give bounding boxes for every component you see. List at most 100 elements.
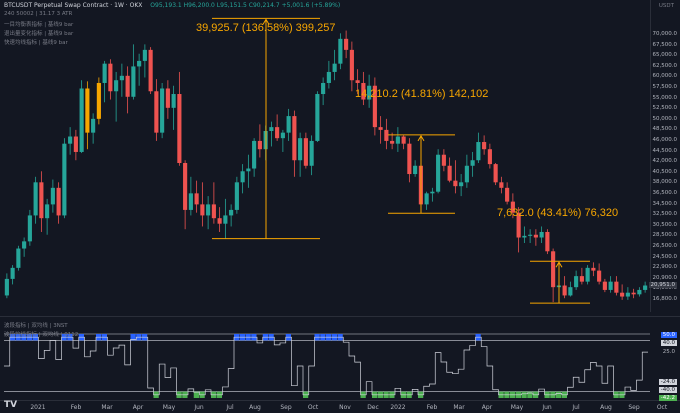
candle-body (85, 88, 90, 133)
candle-body (395, 136, 400, 144)
candle-body (528, 234, 533, 236)
candle-body (510, 201, 515, 213)
osc-level-neg40: -40.0 (658, 387, 677, 393)
time-axis-label: Aug (600, 404, 612, 411)
oscillator-line (4, 336, 648, 396)
price-axis-label: 46,000.0 (652, 137, 678, 143)
osc-overbought-bar (130, 334, 136, 341)
measure-arrow-head (555, 261, 563, 268)
candle-body (413, 165, 418, 175)
osc-level-40: 40.0 (660, 340, 677, 346)
time-axis-label: Jul (226, 404, 234, 411)
candle-body (361, 82, 366, 100)
candle-body (430, 191, 435, 194)
candle-body (401, 136, 406, 144)
candle-body (171, 94, 176, 108)
grid (0, 316, 680, 401)
candle-body (459, 182, 464, 187)
measure-arrow-head (262, 18, 270, 25)
candle-body (79, 88, 84, 152)
candle-body (585, 267, 590, 282)
candle-body (183, 163, 188, 210)
price-axis-label: 18,000.0 (652, 285, 678, 292)
indicator-legend-2[interactable]: 一目均衡表指标 | 基线9 bar (4, 22, 74, 28)
candle-body (533, 234, 538, 238)
time-axis-label: May (162, 404, 176, 411)
candle-body (539, 231, 544, 238)
candle-body (522, 235, 527, 238)
candle-body (637, 289, 642, 295)
measure-label-2[interactable]: 14,210.2 (41.81%) 142,102 (355, 88, 489, 100)
candle-body (384, 129, 389, 141)
candle-body (131, 66, 136, 97)
candle-body (464, 165, 469, 183)
price-axis-label: 26,500.0 (652, 243, 678, 249)
candle-body (108, 63, 113, 92)
candle-body (240, 171, 245, 183)
candle-body (275, 127, 280, 139)
candle-body (349, 49, 354, 81)
candle-body (200, 204, 205, 216)
symbol-legend[interactable]: BTCUSDT Perpetual Swap Contract · 1W · O… (4, 2, 340, 10)
measure-label-1[interactable]: 39,925.7 (136.58%) 399,257 (196, 22, 336, 34)
candle-body (424, 193, 429, 205)
candle-body (332, 63, 337, 72)
price-axis-label: 57,500.0 (652, 84, 678, 90)
candle-body (142, 49, 147, 61)
candle-body (154, 91, 159, 133)
indicator-legend-3[interactable]: 退出量变化指标 | 基线9 bar (4, 31, 74, 37)
price-axis-label: 70,000.0 (652, 31, 678, 37)
time-axis-label: Jun (194, 404, 204, 411)
candle-body (22, 241, 27, 249)
candle-body (390, 140, 395, 144)
time-axis-label: Jul (572, 404, 580, 411)
price-axis-label: 62,500.0 (652, 62, 678, 69)
candle-body (597, 270, 602, 282)
indicator-legend-1[interactable]: 240 50002 | 31.17 3 ATR (4, 11, 73, 17)
oscillator-title-2[interactable]: 波段均线指标 | 双均线 | 0112 (4, 332, 79, 338)
price-axis-label: 67,500.0 (652, 41, 678, 48)
candle-body (591, 267, 596, 271)
candle-body (344, 38, 349, 50)
price-axis-label: 52,500.0 (652, 105, 678, 112)
candle-body (482, 142, 487, 150)
time-axis-label: Oct (656, 404, 668, 411)
symbol-title[interactable]: BTCUSDT Perpetual Swap Contract · 1W · O… (4, 2, 143, 9)
time-axis-label: Sep (628, 404, 640, 411)
candle-body (487, 149, 492, 165)
price-axis-label: 65,000.0 (652, 52, 678, 59)
candle-body (298, 138, 303, 161)
candle-body (217, 218, 222, 224)
candle-body (614, 281, 619, 293)
candle-body (574, 276, 579, 288)
candle-body (27, 215, 32, 242)
candles (4, 30, 648, 303)
time-axis-label: Mar (453, 404, 465, 411)
price-axis-label: 40,500.0 (652, 168, 678, 175)
candle-body (96, 82, 101, 119)
candle-body (568, 287, 573, 296)
candle-body (292, 116, 297, 161)
candle-body (309, 140, 314, 166)
osc-level-neg24: -24.0 (658, 379, 677, 385)
price-axis-label: 42,000.0 (652, 158, 678, 165)
candle-body (252, 140, 257, 169)
candle-body (119, 75, 124, 81)
measure-arrow-head (417, 134, 425, 142)
time-axis-label: 2021 (30, 404, 46, 411)
candle-body (631, 292, 636, 295)
price-axis[interactable]: USDT 70,000.0 67,500.0 65,000.0 62,500.0 60,… (648, 0, 680, 312)
indicator-legend-4[interactable]: 快速均线指标 | 基线9 bar (4, 40, 68, 46)
osc-oversold-bar (527, 391, 533, 398)
candle-body (137, 60, 142, 67)
price-axis-label: 24,500.0 (652, 253, 678, 260)
candle-body (579, 276, 584, 282)
oscillator-title-1[interactable]: 波段指标 | 双均线 | 3NST (4, 323, 68, 329)
candle-body (91, 118, 96, 133)
measure-label-3[interactable]: 7,632.0 (43.41%) 76,320 (497, 207, 619, 219)
candle-body (246, 168, 251, 172)
price-axis-label: 34,500.0 (652, 200, 678, 207)
price-axis-label: 22,900.0 (652, 264, 678, 271)
